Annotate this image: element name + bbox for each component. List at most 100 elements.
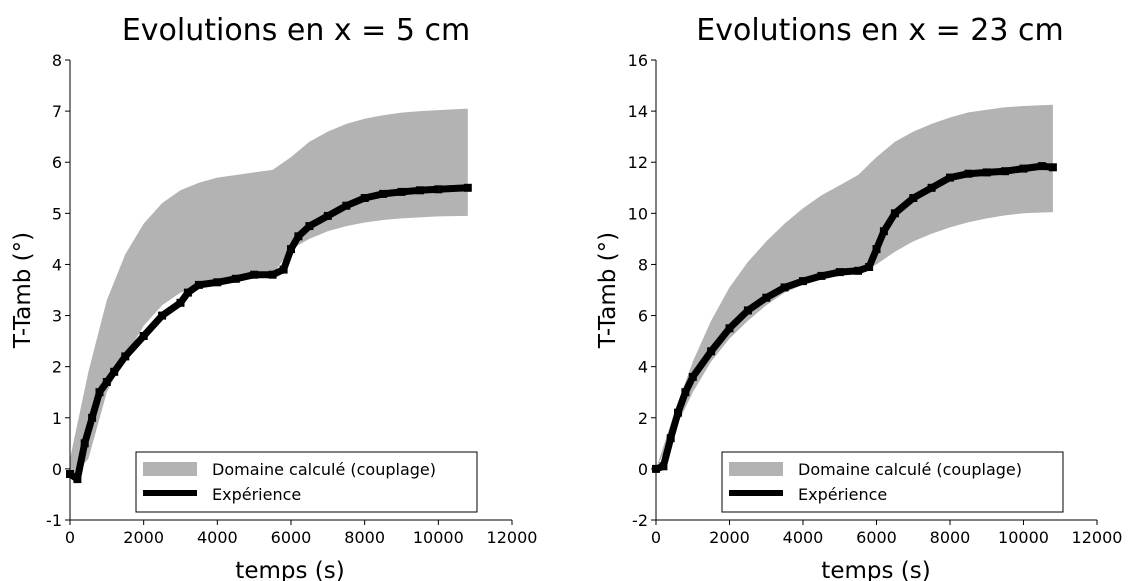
experiment-point bbox=[688, 372, 697, 381]
plot-area: 0 2000 4000 6000 8000 10000 12000-202468101214… bbox=[628, 51, 1123, 547]
experiment-point bbox=[707, 347, 716, 356]
x-axis-label: temps (s) bbox=[235, 558, 344, 581]
experiment-point bbox=[1048, 163, 1057, 172]
y-tick-label: 0 bbox=[52, 460, 62, 479]
x-tick-label: 2000 bbox=[123, 528, 164, 547]
chart-panel-left: Evolutions en x = 5 cm 0 2000 4000 6000 8000… bbox=[10, 13, 537, 581]
experiment-point bbox=[463, 183, 472, 192]
experiment-point bbox=[681, 388, 690, 397]
legend-line-label: Expérience bbox=[212, 485, 301, 504]
experiment-point bbox=[865, 263, 874, 271]
experiment-point bbox=[121, 352, 130, 361]
legend-line-swatch bbox=[143, 490, 197, 496]
y-tick-label: 1 bbox=[52, 409, 62, 428]
experiment-point bbox=[88, 413, 97, 422]
experiment-point bbox=[1001, 167, 1010, 176]
experiment-point bbox=[982, 168, 991, 177]
legend-band-label: Domaine calculé (couplage) bbox=[212, 460, 436, 479]
experiment-point bbox=[872, 245, 881, 254]
x-tick-label: 4000 bbox=[197, 528, 238, 547]
experiment-point bbox=[946, 173, 954, 182]
x-tick-label: 12000 bbox=[487, 528, 538, 547]
y-tick-label: 6 bbox=[52, 153, 62, 172]
y-tick-label: 14 bbox=[628, 102, 648, 121]
experiment-point bbox=[780, 283, 789, 292]
experiment-point bbox=[659, 462, 668, 471]
y-tick-label: 7 bbox=[52, 102, 62, 121]
x-tick-label: 12000 bbox=[1072, 528, 1123, 547]
legend-band-label: Domaine calculé (couplage) bbox=[798, 460, 1022, 479]
y-tick-label: 3 bbox=[52, 307, 62, 326]
experiment-point bbox=[102, 378, 111, 386]
y-tick-label: 2 bbox=[638, 409, 648, 428]
computed-domain-band bbox=[70, 108, 468, 480]
experiment-point bbox=[674, 408, 682, 417]
experiment-point bbox=[415, 186, 424, 195]
experiment-point bbox=[835, 268, 844, 277]
legend: Domaine calculé (couplage) Expérience bbox=[135, 451, 478, 513]
experiment-point bbox=[890, 209, 899, 218]
experiment-point bbox=[95, 388, 104, 397]
experiment-point bbox=[397, 187, 406, 196]
y-tick-label: -2 bbox=[632, 511, 648, 530]
chart-title: Evolutions en x = 23 cm bbox=[696, 13, 1063, 48]
legend: Domaine calculé (couplage) Expérience bbox=[721, 451, 1064, 513]
experiment-point bbox=[176, 298, 185, 307]
experiment-point bbox=[799, 277, 807, 286]
x-tick-label: 0 bbox=[651, 528, 661, 547]
y-tick-label: 8 bbox=[638, 255, 648, 274]
experiment-point bbox=[231, 274, 240, 283]
experiment-point bbox=[1037, 162, 1046, 171]
x-tick-label: 10000 bbox=[413, 528, 464, 547]
experiment-point bbox=[279, 265, 288, 274]
experiment-point bbox=[158, 311, 167, 320]
experiment-point bbox=[879, 227, 888, 236]
experiment-point bbox=[434, 185, 443, 194]
experiment-point bbox=[379, 189, 388, 198]
y-tick-label: 4 bbox=[638, 358, 648, 377]
x-tick-label: 2000 bbox=[709, 528, 750, 547]
x-tick-label: 10000 bbox=[998, 528, 1049, 547]
y-tick-label: 8 bbox=[52, 51, 62, 70]
y-tick-label: 2 bbox=[52, 358, 62, 377]
experiment-point bbox=[213, 278, 222, 287]
x-tick-label: 4000 bbox=[783, 528, 824, 547]
x-tick-label: 8000 bbox=[344, 528, 385, 547]
x-tick-label: 6000 bbox=[856, 528, 897, 547]
y-tick-label: 12 bbox=[628, 153, 648, 172]
experiment-point bbox=[743, 306, 752, 315]
computed-domain-band bbox=[656, 104, 1053, 469]
legend-band-swatch bbox=[729, 462, 783, 476]
experiment-point bbox=[927, 183, 936, 192]
experiment-point bbox=[110, 367, 119, 376]
y-tick-label: -1 bbox=[46, 511, 62, 530]
experiment-point bbox=[305, 222, 314, 231]
y-tick-label: 6 bbox=[638, 307, 648, 326]
y-axis-label: T-Tamb (°) bbox=[595, 232, 621, 349]
experiment-point bbox=[287, 245, 295, 254]
experiment-point bbox=[854, 266, 863, 275]
y-tick-label: 5 bbox=[52, 204, 62, 223]
x-tick-label: 6000 bbox=[271, 528, 312, 547]
experiment-point bbox=[1019, 164, 1028, 173]
experiment-series-line bbox=[654, 162, 1054, 473]
experiment-point bbox=[666, 434, 675, 443]
y-tick-label: 16 bbox=[628, 51, 648, 70]
experiment-point bbox=[817, 271, 826, 280]
experiment-point bbox=[194, 280, 203, 289]
legend-box bbox=[721, 451, 1064, 513]
experiment-point bbox=[250, 270, 259, 279]
experiment-point bbox=[323, 211, 332, 220]
experiment-point bbox=[725, 324, 734, 333]
experiment-point bbox=[762, 293, 771, 302]
experiment-point bbox=[909, 194, 918, 202]
legend-band-swatch bbox=[143, 462, 197, 476]
y-tick-label: 0 bbox=[638, 460, 648, 479]
chart-panel-right: Evolutions en x = 23 cm 0 2000 4000 6000 800… bbox=[595, 13, 1122, 581]
experiment-point bbox=[183, 288, 192, 297]
experiment-point bbox=[139, 332, 148, 340]
x-axis-label: temps (s) bbox=[821, 558, 930, 581]
x-tick-label: 0 bbox=[65, 528, 75, 547]
x-tick-label: 8000 bbox=[930, 528, 971, 547]
